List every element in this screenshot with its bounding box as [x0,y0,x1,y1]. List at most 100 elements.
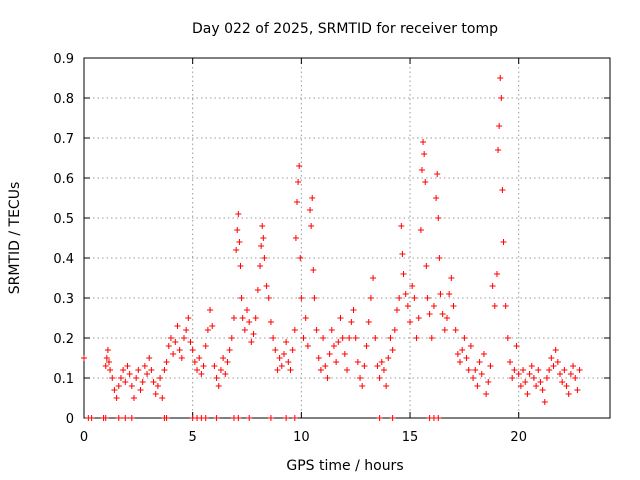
data-point [367,295,374,301]
grid-lines [84,58,610,418]
data-point [434,171,441,177]
data-point [522,379,529,385]
data-point [344,367,350,373]
data-point [128,415,135,421]
data-point [539,387,546,393]
data-point [346,335,353,341]
data-point [552,347,559,353]
axis-ticks: 0 0.1 0.2 0.3 0.4 0.5 0.6 0.7 0.8 0.9 0 5 10 15 20 [53,52,610,445]
data-point [513,343,520,349]
data-point [307,207,314,213]
data-point [328,327,335,333]
data-point [421,151,428,157]
data-point [200,363,207,369]
data-point [557,371,564,377]
data-point [252,315,259,321]
data-point [167,335,174,341]
data-point [326,351,333,357]
data-point [117,375,124,381]
data-point [520,367,527,373]
data-point [563,383,570,389]
data-point [297,255,304,261]
y-tick-label: 0.2 [53,332,74,347]
data-point [433,195,440,201]
data-point [426,311,433,317]
y-tick-label: 0.1 [53,372,74,387]
data-point [180,335,187,341]
data-point [565,391,572,397]
data-point [359,383,366,389]
data-point [502,303,509,309]
data-point [398,223,405,229]
data-point [109,375,116,381]
data-point [467,343,474,349]
data-point [115,383,122,389]
data-point [498,95,505,101]
data-point [567,371,574,377]
data-point [304,343,311,349]
plot-frame [83,57,611,419]
data-point [365,319,372,325]
data-points [81,75,583,421]
y-tick-label: 0.9 [53,52,74,67]
data-point [461,335,468,341]
data-point [363,343,370,349]
data-point [543,375,550,381]
data-point [270,335,277,341]
data-point [163,359,170,365]
data-point [310,267,317,273]
data-point [357,375,364,381]
data-point [260,235,267,241]
data-point [234,227,241,233]
data-point [139,379,146,385]
data-point [515,371,522,377]
data-point [541,399,548,405]
data-point [226,347,233,353]
data-point [248,339,255,345]
data-point [409,283,416,289]
data-point [217,367,224,373]
data-point [176,347,183,353]
data-point [452,327,459,333]
data-point [485,379,492,385]
data-point [154,383,161,389]
data-point [172,339,179,345]
data-point [150,379,157,385]
data-point [411,295,418,301]
y-tick-label: 0.7 [53,132,74,147]
data-point [235,415,242,421]
data-point [339,335,346,341]
data-point [207,307,214,313]
data-point [237,263,244,269]
data-point [258,243,265,249]
data-point [437,291,444,297]
data-point [420,139,427,145]
data-point [509,375,516,381]
data-point [267,319,274,325]
data-point [457,359,464,365]
data-point [102,363,109,369]
data-point [148,367,155,373]
data-point [524,391,531,397]
data-point [283,415,290,421]
data-point [191,359,198,365]
data-point [478,371,485,377]
data-point [320,335,327,341]
data-point [407,319,414,325]
data-point [436,255,443,261]
y-tick-label: 0.8 [53,92,74,107]
data-point [459,347,466,353]
data-point [535,367,542,373]
data-point [470,375,477,381]
data-point [285,359,292,365]
data-point [454,351,461,357]
data-point [430,303,437,309]
data-point [224,359,231,365]
data-point [115,415,122,421]
data-point [476,359,483,365]
data-point [246,415,253,421]
data-point [230,315,237,321]
data-point [189,347,196,353]
data-point [450,303,457,309]
data-point [396,295,403,301]
